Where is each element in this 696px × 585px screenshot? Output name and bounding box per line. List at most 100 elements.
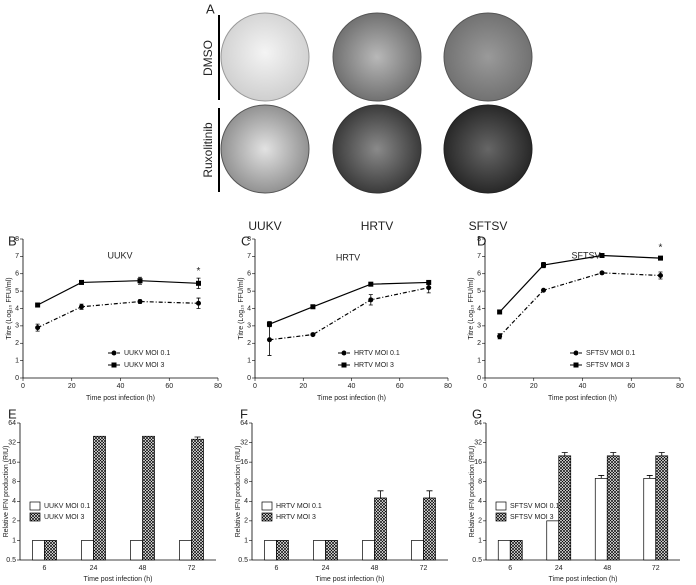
- marker: [541, 287, 546, 293]
- bar: [130, 540, 143, 561]
- y-tick-label: 4: [244, 498, 248, 505]
- bar: [509, 540, 523, 561]
- plaque-well: [443, 104, 533, 194]
- y-tick-label: 7: [15, 253, 19, 260]
- error-bar: [426, 490, 433, 498]
- bar: [546, 520, 560, 561]
- y-axis-label: Titre (Log₁₀ FFU/ml): [238, 277, 245, 339]
- x-tick-label: 48: [371, 565, 379, 572]
- marker: [196, 300, 201, 306]
- plaque-well: [220, 104, 310, 194]
- marker: [111, 362, 117, 368]
- plaque-well: [220, 12, 310, 102]
- x-tick-label: 80: [214, 383, 222, 390]
- y-tick-label: 8: [478, 479, 482, 486]
- y-tick-label: 5: [247, 288, 251, 295]
- y-tick-label: 3: [247, 323, 251, 330]
- legend-label: HRTV MOI 3: [276, 514, 316, 521]
- y-tick-label: 16: [240, 459, 248, 466]
- bar: [325, 540, 338, 561]
- bar: [191, 438, 204, 561]
- bar: [411, 540, 424, 561]
- y-tick-label: 8: [12, 479, 16, 486]
- y-tick-label: 2: [247, 340, 251, 347]
- x-tick-label: 80: [444, 383, 452, 390]
- bar: [81, 540, 94, 561]
- x-tick-label: 48: [139, 565, 147, 572]
- x-tick-label: 72: [420, 565, 428, 572]
- error-bar: [377, 490, 384, 498]
- y-tick-label: 0.5: [238, 557, 248, 564]
- annotation: *: [659, 242, 663, 253]
- panel-label: E: [8, 406, 17, 421]
- y-tick-label: 16: [8, 459, 16, 466]
- legend-label: SFTSV MOI 3: [586, 362, 630, 369]
- bar: [32, 540, 45, 561]
- marker: [341, 350, 347, 356]
- bar: [423, 497, 436, 561]
- panel-a: A DMSO Ruxolitinib UUKV HRTV SFTSV: [201, 1, 533, 233]
- error-bar: [646, 475, 653, 479]
- legend-swatch: [261, 512, 273, 522]
- y-tick-label: 1: [15, 357, 19, 364]
- y-tick-label: 0.5: [472, 557, 482, 564]
- legend-label: SFTSV MOI 3: [510, 514, 554, 521]
- series-line: [269, 281, 429, 325]
- marker: [137, 299, 143, 305]
- legend-swatch: [495, 512, 507, 522]
- y-tick-label: 5: [15, 288, 19, 295]
- chart-title: SFTSV: [571, 250, 600, 260]
- marker: [111, 350, 117, 356]
- y-tick-label: 0: [477, 375, 481, 382]
- y-tick-label: 2: [477, 340, 481, 347]
- legend-label: SFTSV MOI 0.1: [510, 503, 560, 510]
- plaque-well: [332, 12, 422, 102]
- row-label: DMSO: [201, 40, 215, 76]
- y-tick-label: 3: [477, 323, 481, 330]
- legend-label: UUKV MOI 0.1: [44, 503, 90, 510]
- marker: [79, 279, 84, 285]
- y-tick-label: 0.5: [6, 557, 16, 564]
- x-tick-label: 60: [165, 383, 173, 390]
- bar: [606, 455, 620, 561]
- chart: C HRTV 0 1 2 3 4 5 6 7 8 Titre (Log₁₀ FFU/ml) Time p…: [238, 233, 452, 401]
- x-tick-label: 40: [579, 383, 587, 390]
- x-tick-label: 0: [21, 383, 25, 390]
- bar: [313, 540, 326, 561]
- marker: [599, 253, 605, 259]
- x-tick-label: 60: [396, 383, 404, 390]
- bar: [594, 478, 608, 561]
- y-tick-label: 1: [477, 357, 481, 364]
- y-tick-label: 3: [15, 323, 19, 330]
- x-tick-label: 20: [68, 383, 76, 390]
- marker: [497, 333, 503, 339]
- marker: [137, 278, 143, 284]
- y-tick-label: 8: [247, 236, 251, 243]
- x-tick-label: 80: [676, 383, 684, 390]
- y-tick-label: 7: [477, 253, 481, 260]
- x-tick-label: 6: [508, 565, 512, 572]
- x-axis-label: Time post infection (h): [549, 576, 618, 583]
- y-tick-label: 1: [247, 357, 251, 364]
- panel-label: D: [477, 233, 486, 248]
- y-tick-label: 64: [240, 420, 248, 427]
- x-axis-label: Time post infection (h): [316, 576, 385, 583]
- y-tick-label: 2: [244, 518, 248, 525]
- panel-label: A: [206, 1, 215, 16]
- marker: [310, 332, 316, 338]
- column-label: UUKV: [248, 219, 281, 233]
- y-tick-label: 2: [478, 518, 482, 525]
- error-bar: [561, 452, 568, 456]
- annotation: *: [197, 266, 201, 277]
- y-tick-label: 4: [478, 498, 482, 505]
- legend-label: UUKV MOI 0.1: [124, 350, 170, 357]
- bar: [497, 540, 511, 561]
- series-line: [37, 280, 199, 306]
- legend-label: HRTV MOI 3: [354, 362, 394, 369]
- panel-label: F: [240, 406, 248, 421]
- marker: [79, 304, 84, 310]
- x-axis-label: Time post infection (h): [84, 576, 153, 583]
